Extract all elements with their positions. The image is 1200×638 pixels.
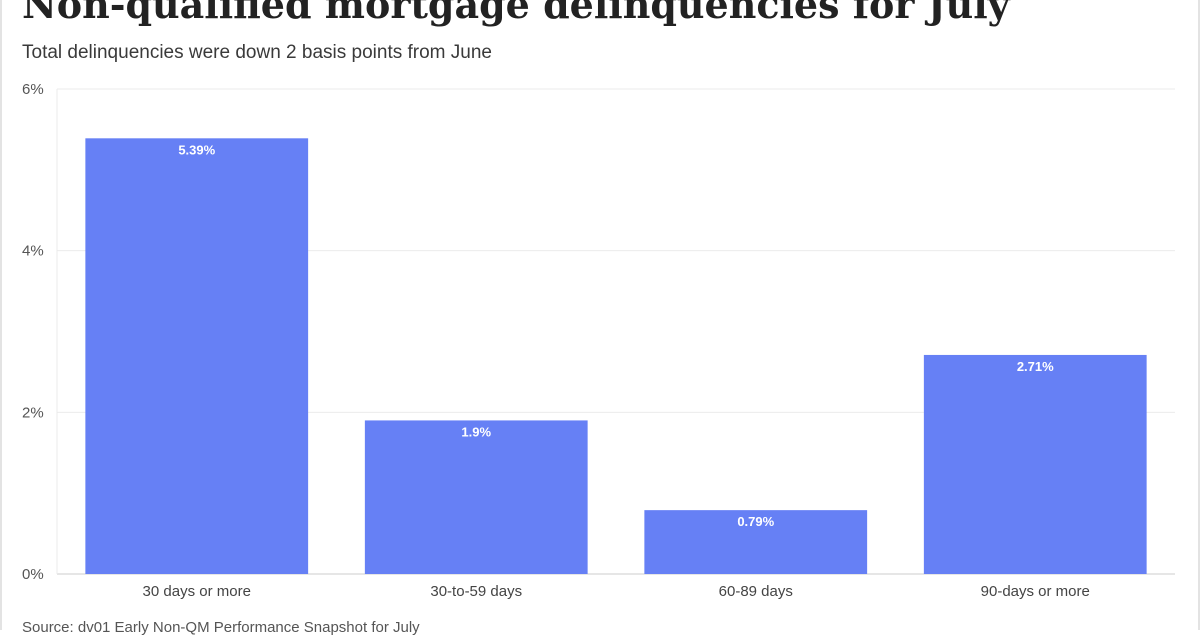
y-tick-label: 0% [22,566,44,583]
labels: 0% 2% 4% 6% 5.39% 30 days or more 1.9% 30-to-59… [22,81,1090,600]
bar-value-label: 1.9% [461,424,491,439]
x-category-label: 60-89 days [719,583,793,600]
bar [85,138,309,574]
x-category-label: 90-days or more [981,583,1090,600]
y-tick-label: 2% [22,404,44,421]
source-note: Source: dv01 Early Non-QM Performance Sn… [22,619,420,636]
x-category-label: 30 days or more [143,583,251,600]
chart-subtitle: Total delinquencies were down 2 basis po… [22,42,492,63]
bars [85,138,1147,574]
bar-value-label: 2.71% [1017,359,1054,374]
x-category-label: 30-to-59 days [430,583,522,600]
bar [644,510,868,574]
bar [923,354,1147,574]
y-tick-label: 4% [22,243,44,260]
y-tick-label: 6% [22,81,44,98]
bar-value-label: 5.39% [178,142,215,157]
chart-title: Non-qualified mortgage delinquencies for… [22,0,1010,27]
bar [364,420,588,574]
bar-value-label: 0.79% [737,514,774,529]
